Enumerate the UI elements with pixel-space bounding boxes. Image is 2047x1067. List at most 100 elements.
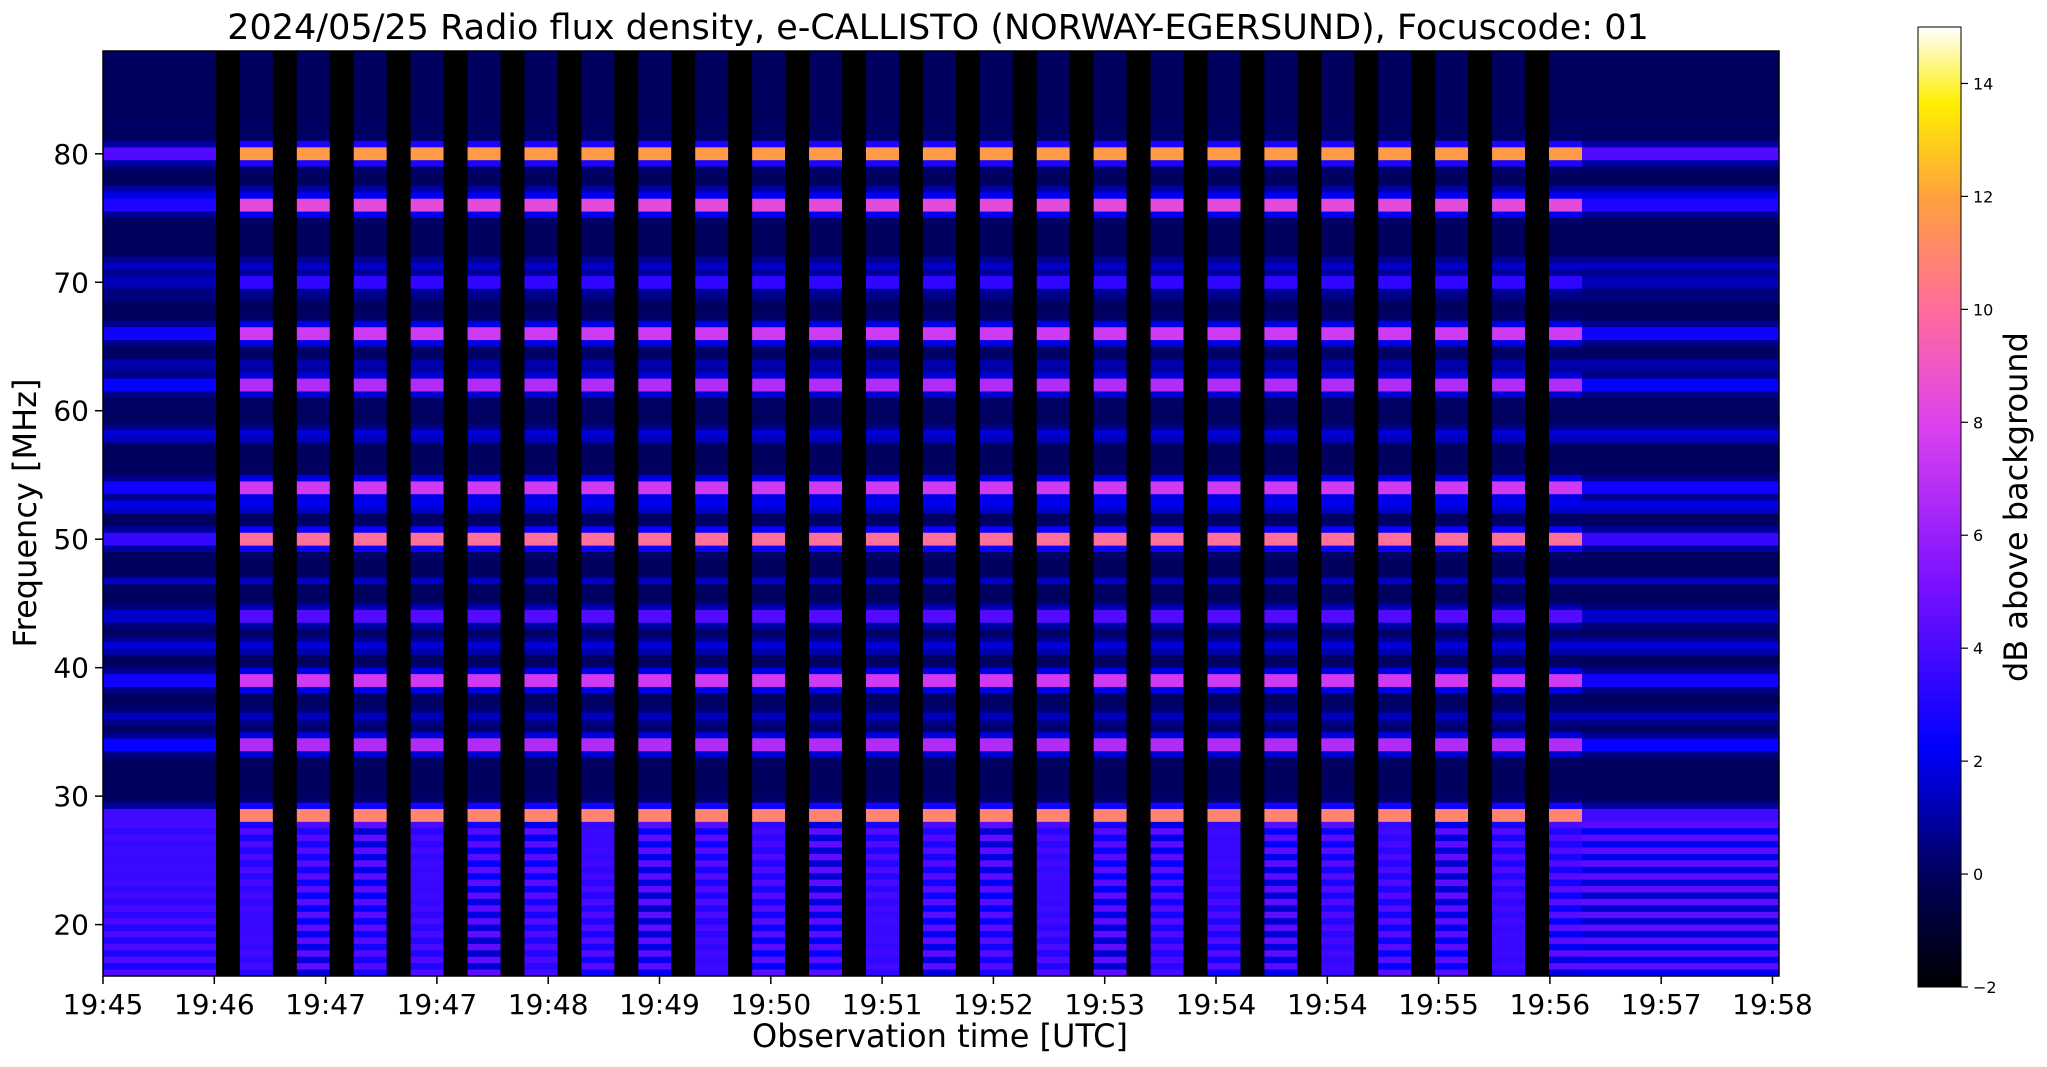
bright-segment <box>979 83 1013 91</box>
bright-segment <box>752 173 786 181</box>
bright-segment <box>979 597 1013 605</box>
background-column <box>103 179 216 187</box>
bright-segment <box>865 102 899 110</box>
bright-segment <box>1264 275 1298 283</box>
bright-segment <box>239 166 273 174</box>
bright-segment <box>524 230 558 238</box>
background-column <box>103 866 216 874</box>
bright-segment <box>1150 905 1184 913</box>
bright-segment <box>865 828 899 836</box>
background-column <box>1582 860 1779 868</box>
bright-segment <box>695 70 729 78</box>
bright-segment <box>1378 494 1412 502</box>
bright-segment <box>979 417 1013 425</box>
bright-segment <box>296 519 330 527</box>
bright-segment <box>809 359 843 367</box>
bright-segment <box>979 950 1013 958</box>
bright-segment <box>922 218 956 226</box>
bright-segment <box>809 205 843 213</box>
bright-segment <box>1093 590 1127 598</box>
bright-segment <box>1321 346 1355 354</box>
bright-segment <box>979 391 1013 399</box>
bright-segment <box>1036 410 1070 418</box>
bright-segment <box>467 686 501 694</box>
bright-segment <box>353 359 387 367</box>
bright-segment <box>1264 160 1298 168</box>
bright-segment <box>1378 391 1412 399</box>
colorbar-gradient <box>1917 26 1962 988</box>
bright-segment <box>809 365 843 373</box>
bright-segment <box>865 629 899 637</box>
x-tick-label: 19:58 <box>1732 988 1813 1021</box>
bright-segment <box>752 834 786 842</box>
bright-segment <box>1207 661 1241 669</box>
bright-segment <box>752 436 786 444</box>
bright-segment <box>353 712 387 720</box>
bright-segment <box>638 500 672 508</box>
bright-segment <box>638 519 672 527</box>
bright-segment <box>239 462 273 470</box>
bright-segment <box>1150 218 1184 226</box>
bright-segment <box>1492 372 1526 380</box>
bright-segment <box>1093 937 1127 945</box>
bright-segment <box>581 474 615 482</box>
background-column <box>103 963 216 971</box>
bright-segment <box>1264 571 1298 579</box>
bright-segment <box>1150 815 1184 823</box>
bright-segment <box>865 564 899 572</box>
bright-segment <box>752 783 786 791</box>
bright-segment <box>353 641 387 649</box>
bright-segment <box>467 423 501 431</box>
bright-segment <box>581 828 615 836</box>
bright-segment <box>581 340 615 348</box>
bright-segment <box>1207 918 1241 926</box>
bright-segment <box>1435 699 1469 707</box>
bright-segment <box>922 160 956 168</box>
bright-segment <box>809 218 843 226</box>
bright-segment <box>581 352 615 360</box>
bright-segment <box>979 211 1013 219</box>
bright-segment <box>1264 256 1298 264</box>
bright-segment <box>1548 173 1582 181</box>
bright-segment <box>638 237 672 245</box>
bright-segment <box>581 51 615 59</box>
bright-segment <box>1548 937 1582 945</box>
bright-segment <box>1036 828 1070 836</box>
bright-segment <box>581 95 615 103</box>
bright-segment <box>1093 449 1127 457</box>
bright-segment <box>695 108 729 116</box>
bright-segment <box>1548 924 1582 932</box>
bright-segment <box>524 693 558 701</box>
bright-segment <box>581 783 615 791</box>
bright-segment <box>922 442 956 450</box>
bright-segment <box>752 513 786 521</box>
bright-segment <box>865 719 899 727</box>
bright-segment <box>922 211 956 219</box>
bright-segment <box>1264 898 1298 906</box>
bright-segment <box>467 764 501 772</box>
bright-segment <box>922 776 956 784</box>
bright-segment <box>638 108 672 116</box>
bright-segment <box>638 757 672 765</box>
bright-segment <box>581 134 615 142</box>
bright-segment <box>1150 635 1184 643</box>
bright-segment <box>353 185 387 193</box>
bright-segment <box>979 429 1013 438</box>
bright-segment <box>1435 320 1469 328</box>
bright-segment <box>1207 333 1241 341</box>
bright-segment <box>296 500 330 508</box>
bright-segment <box>1207 487 1241 495</box>
bright-segment <box>353 609 387 617</box>
bright-segment <box>752 462 786 470</box>
bright-segment <box>809 616 843 624</box>
bright-segment <box>1548 744 1582 752</box>
bright-segment <box>1036 250 1070 258</box>
bright-segment <box>1378 943 1412 951</box>
bright-segment <box>809 404 843 412</box>
bright-segment <box>1150 918 1184 926</box>
background-column <box>103 352 216 360</box>
bright-segment <box>1207 674 1241 682</box>
bright-segment <box>752 269 786 277</box>
bright-segment <box>239 436 273 444</box>
bright-segment <box>296 365 330 373</box>
